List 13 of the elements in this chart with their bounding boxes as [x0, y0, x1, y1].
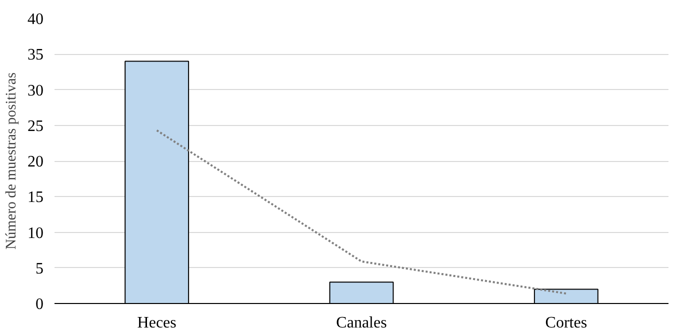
y-tick-label: 25 [28, 118, 44, 135]
y-tick-label: 20 [28, 154, 44, 170]
y-tick-label: 30 [28, 82, 44, 100]
y-tick-label: 5 [36, 260, 44, 278]
y-tick-label: 0 [36, 296, 44, 313]
y-tick-label: 15 [28, 189, 44, 206]
x-tick-label: Canales [336, 314, 387, 332]
x-tick-label: Cortes [545, 314, 588, 332]
y-axis-title: Número de muestras positivas [4, 72, 20, 250]
y-tick-label: 40 [28, 11, 44, 28]
x-tick-label: Heces [137, 314, 176, 332]
y-tick-label: 35 [28, 46, 44, 64]
y-tick-label: 10 [28, 224, 44, 242]
